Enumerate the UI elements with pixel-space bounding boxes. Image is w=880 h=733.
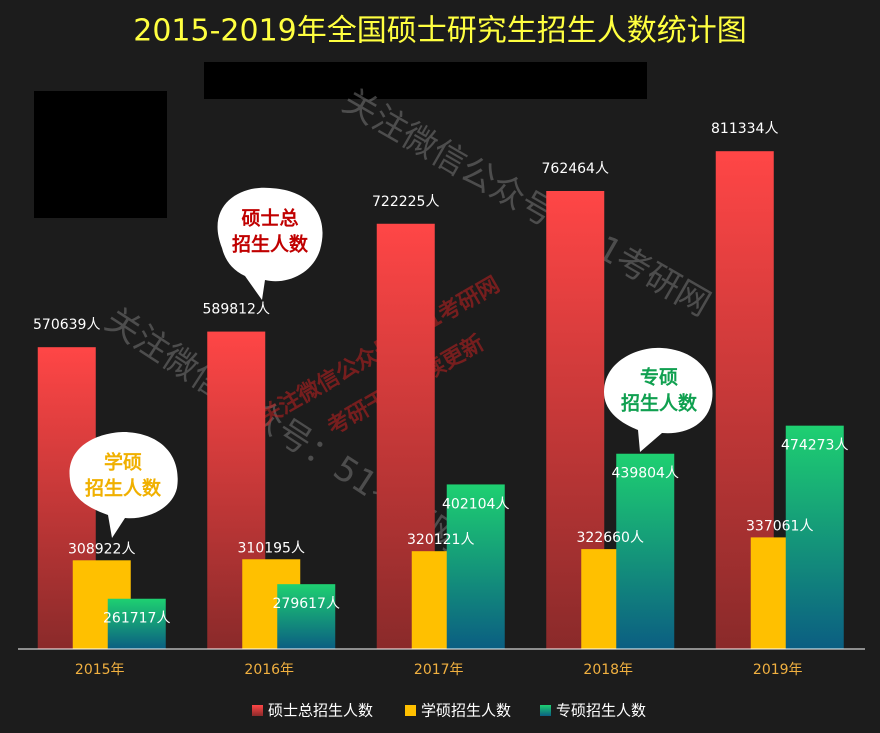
value-label: 279617人 xyxy=(273,596,340,612)
bubble-shape xyxy=(69,432,178,538)
value-label: 322660人 xyxy=(577,530,644,546)
redaction xyxy=(34,91,167,218)
legend-swatch xyxy=(252,705,263,716)
value-label: 308922人 xyxy=(68,541,135,557)
legend-label: 学硕招生人数 xyxy=(421,702,511,720)
value-label: 474273人 xyxy=(781,438,848,454)
value-label: 310195人 xyxy=(238,540,305,556)
x-tick-label: 2019年 xyxy=(753,662,803,678)
x-tick-label: 2015年 xyxy=(75,662,125,678)
x-tick-label: 2017年 xyxy=(414,662,464,678)
x-tick-label: 2018年 xyxy=(583,662,633,678)
bar xyxy=(616,453,675,649)
annotation: 专硕 xyxy=(640,366,678,389)
value-label: 811334人 xyxy=(711,121,778,137)
value-label: 261717人 xyxy=(103,611,170,627)
value-label: 337061人 xyxy=(746,518,813,534)
bubble-shape xyxy=(217,187,323,300)
value-label: 762464人 xyxy=(542,161,609,177)
legend-label: 专硕招生人数 xyxy=(556,702,646,720)
annotation: 硕士总 xyxy=(241,207,298,230)
bar xyxy=(107,598,166,649)
value-label: 439804人 xyxy=(612,466,679,482)
bar xyxy=(446,484,505,649)
legend-swatch xyxy=(405,705,416,716)
bar xyxy=(785,425,844,649)
annotation: 招生人数 xyxy=(85,477,162,500)
value-label: 402104人 xyxy=(442,496,509,512)
value-label: 570639人 xyxy=(33,317,100,333)
legend-label: 硕士总招生人数 xyxy=(268,702,373,720)
bubble xyxy=(69,187,713,538)
bar xyxy=(277,584,336,649)
annotation: 招生人数 xyxy=(232,233,309,256)
chart-title: 2015-2019年全国硕士研究生招生人数统计图 xyxy=(133,14,747,49)
redaction xyxy=(204,62,647,99)
legend-swatch xyxy=(540,705,551,716)
annotation: 招生人数 xyxy=(621,392,698,415)
x-tick-label: 2016年 xyxy=(244,662,294,678)
value-label: 722225人 xyxy=(372,194,439,210)
annotation: 学硕 xyxy=(104,451,142,474)
bubble-shape xyxy=(604,347,713,452)
value-label: 589812人 xyxy=(203,302,270,318)
value-label: 320121人 xyxy=(407,532,474,548)
